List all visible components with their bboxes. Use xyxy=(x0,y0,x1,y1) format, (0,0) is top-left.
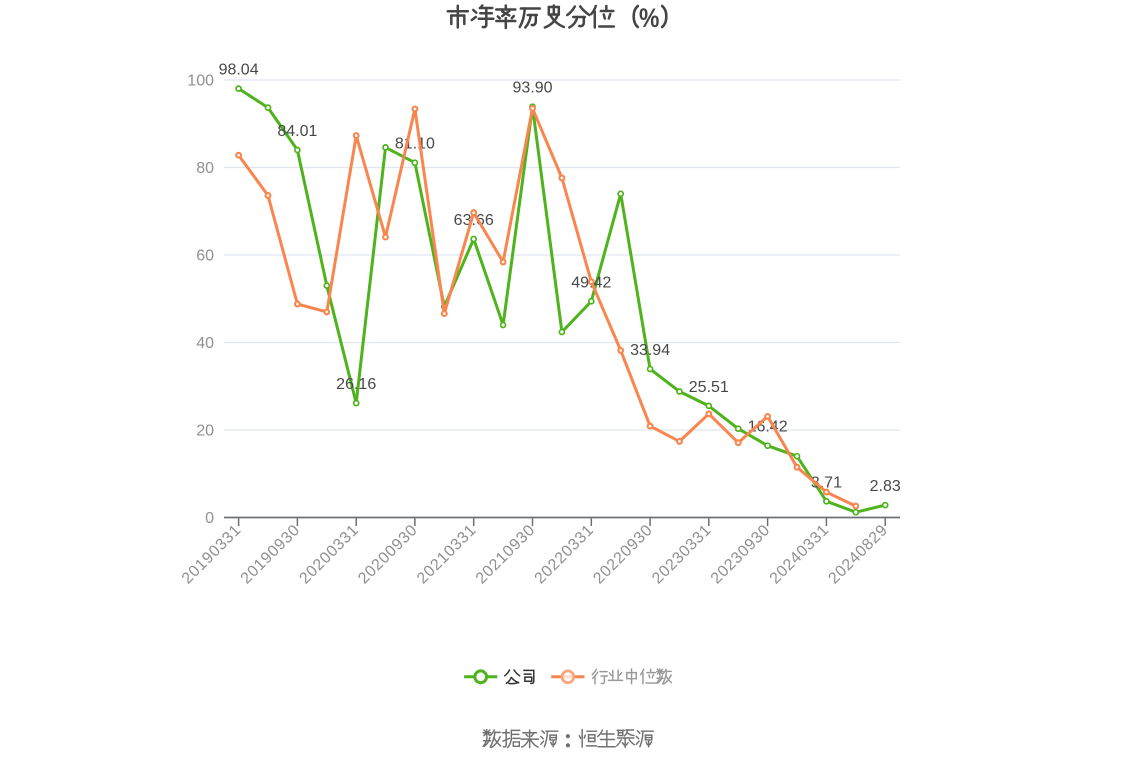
svg-text:81.10: 81.10 xyxy=(395,136,435,153)
svg-text:60: 60 xyxy=(196,248,214,265)
svg-text:26.16: 26.16 xyxy=(336,376,376,393)
svg-text:63.66: 63.66 xyxy=(454,212,494,229)
svg-text:2.83: 2.83 xyxy=(870,478,901,495)
svg-text:25.51: 25.51 xyxy=(689,379,729,396)
svg-text:20: 20 xyxy=(196,423,214,440)
svg-text:33.94: 33.94 xyxy=(630,342,670,359)
svg-text:93.90: 93.90 xyxy=(512,80,552,97)
svg-text:98.04: 98.04 xyxy=(219,62,259,79)
svg-text:80: 80 xyxy=(196,160,214,177)
svg-text:0: 0 xyxy=(205,510,214,527)
svg-text:%: % xyxy=(639,3,659,33)
svg-text:40: 40 xyxy=(196,335,214,352)
svg-text:84.01: 84.01 xyxy=(277,123,317,140)
svg-text:100: 100 xyxy=(187,73,214,90)
